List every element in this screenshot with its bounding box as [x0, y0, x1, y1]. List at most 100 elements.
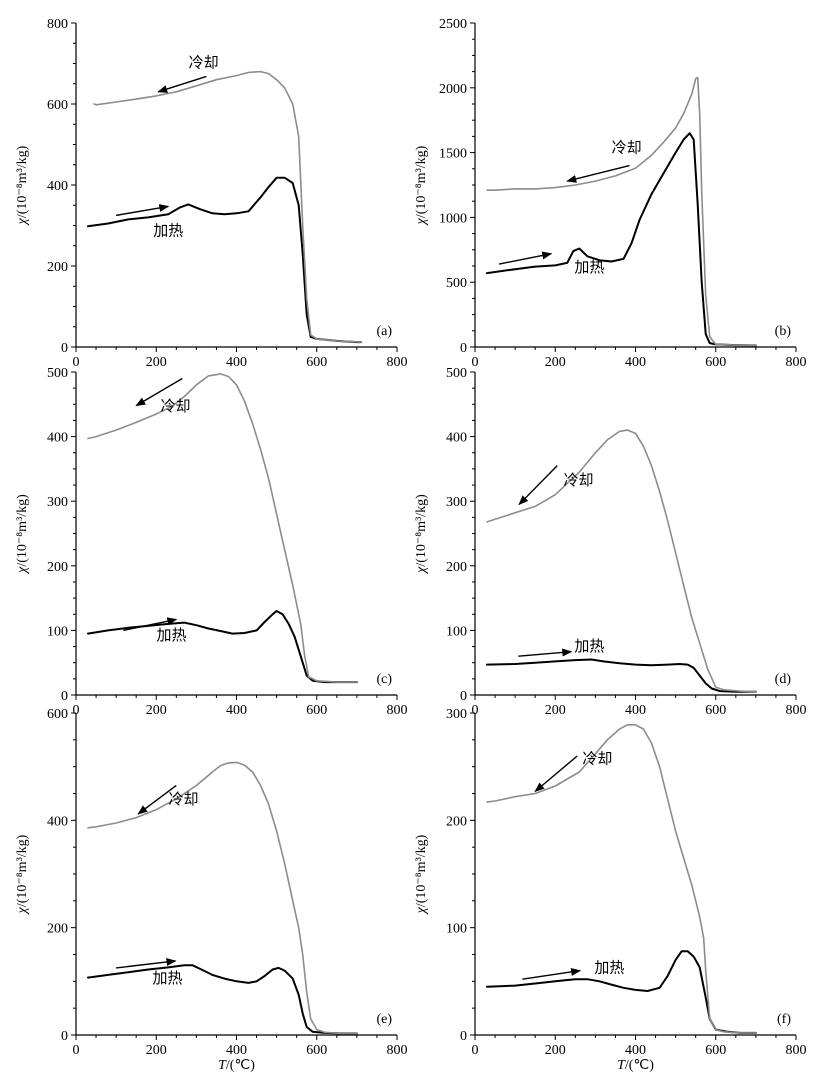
y-tick-label: 200 — [446, 560, 467, 575]
y-axis-title-1: χ/(10⁻⁸m³/kg) — [414, 145, 429, 226]
x-tick-label: 200 — [146, 703, 167, 718]
x-axis-title-5: T/(℃) — [617, 1058, 654, 1073]
x-axis-title-4: T/(℃) — [218, 1058, 255, 1073]
y-tick-label: 0 — [61, 341, 68, 356]
cooling-curve — [87, 373, 358, 683]
y-tick-label: 500 — [446, 366, 467, 381]
y-tick-label: 600 — [47, 98, 68, 113]
heating-label: 加热 — [156, 626, 186, 644]
x-tick-label: 0 — [73, 355, 80, 370]
heating-curve — [486, 658, 757, 693]
y-axis-title-chi: χ — [414, 217, 429, 226]
x-axis-title-unit: /(℃) — [226, 1058, 255, 1073]
y-tick-label: 200 — [47, 260, 68, 275]
x-tick-label: 0 — [472, 703, 479, 718]
cooling-label: 冷却 — [169, 790, 199, 808]
x-tick-label: 400 — [625, 1043, 646, 1058]
x-tick-label: 600 — [705, 1043, 726, 1058]
y-axis-title-3: χ/(10⁻⁸m³/kg) — [414, 494, 429, 575]
y-tick-label: 2500 — [439, 17, 467, 32]
y-axis-title-0: χ/(10⁻⁸m³/kg) — [15, 145, 30, 226]
panel-label: (c) — [376, 672, 392, 687]
y-tick-label: 500 — [446, 276, 467, 291]
arrow-right-icon — [498, 251, 553, 265]
arrow-right-icon — [116, 204, 170, 217]
x-axis-title-var: T — [617, 1058, 626, 1073]
y-tick-label: 800 — [47, 17, 68, 32]
y-tick-label: 300 — [446, 495, 467, 510]
x-tick-label: 800 — [387, 355, 408, 370]
heating-curve — [87, 610, 358, 684]
x-tick-label: 0 — [472, 355, 479, 370]
x-tick-label: 200 — [545, 1043, 566, 1058]
panel-label: (a) — [376, 324, 392, 339]
cooling-curve — [486, 723, 757, 1034]
y-tick-label: 200 — [47, 922, 68, 937]
cooling-label: 冷却 — [582, 749, 612, 767]
y-tick-label: 0 — [460, 341, 467, 356]
panel-label: (e) — [376, 1012, 392, 1027]
y-tick-label: 400 — [47, 431, 68, 446]
y-axis-title-chi: χ — [15, 566, 30, 575]
cooling-curve — [486, 76, 757, 347]
y-tick-label: 300 — [47, 495, 68, 510]
heating-label: 加热 — [574, 637, 604, 655]
cooling-curve — [486, 429, 757, 693]
y-axis-title-4: χ/(10⁻⁸m³/kg) — [15, 834, 30, 915]
y-tick-label: 0 — [460, 689, 467, 704]
y-tick-label: 2000 — [439, 82, 467, 97]
y-axis-title-unit: /(10⁻⁸m³/kg) — [15, 834, 30, 907]
x-tick-label: 200 — [545, 355, 566, 370]
arrow-left-icon — [157, 75, 207, 93]
x-tick-label: 800 — [387, 703, 408, 718]
y-tick-label: 0 — [460, 1029, 467, 1044]
y-axis-title-2: χ/(10⁻⁸m³/kg) — [15, 494, 30, 575]
x-tick-label: 400 — [226, 1043, 247, 1058]
y-tick-label: 100 — [446, 624, 467, 639]
x-tick-label: 0 — [73, 1043, 80, 1058]
y-tick-label: 1500 — [439, 147, 467, 162]
x-tick-label: 800 — [786, 1043, 807, 1058]
y-axis-title-unit: /(10⁻⁸m³/kg) — [414, 834, 429, 907]
y-tick-label: 300 — [446, 707, 467, 722]
cooling-curve — [93, 70, 362, 343]
x-tick-label: 600 — [306, 355, 327, 370]
cooling-label: 冷却 — [612, 139, 642, 157]
arrow-right-icon — [522, 967, 582, 980]
y-axis-title-chi: χ — [15, 906, 30, 915]
heating-label: 加热 — [574, 258, 604, 276]
x-tick-label: 400 — [226, 355, 247, 370]
x-tick-label: 800 — [786, 703, 807, 718]
y-axis-title-unit: /(10⁻⁸m³/kg) — [15, 145, 30, 218]
y-tick-label: 100 — [446, 922, 467, 937]
y-axis-title-unit: /(10⁻⁸m³/kg) — [414, 145, 429, 218]
x-tick-label: 600 — [705, 703, 726, 718]
y-tick-label: 500 — [47, 366, 68, 381]
x-tick-label: 400 — [625, 355, 646, 370]
heating-label: 加热 — [594, 959, 624, 977]
heating-curve — [87, 176, 362, 344]
x-tick-label: 400 — [226, 703, 247, 718]
cooling-label: 冷却 — [161, 397, 191, 415]
y-tick-label: 400 — [47, 814, 68, 829]
arrow-right-icon — [123, 617, 178, 632]
y-tick-label: 0 — [61, 689, 68, 704]
arrow-left-icon — [518, 465, 558, 506]
y-tick-label: 400 — [47, 179, 68, 194]
y-axis-title-unit: /(10⁻⁸m³/kg) — [414, 494, 429, 567]
panel-label: (d) — [775, 672, 792, 687]
x-tick-label: 200 — [146, 355, 167, 370]
y-tick-label: 1000 — [439, 211, 467, 226]
x-tick-label: 800 — [387, 1043, 408, 1058]
x-tick-label: 0 — [73, 703, 80, 718]
cooling-curve — [87, 761, 358, 1035]
cooling-label: 冷却 — [189, 54, 219, 72]
y-tick-label: 400 — [446, 431, 467, 446]
y-axis-title-unit: /(10⁻⁸m³/kg) — [15, 494, 30, 567]
arrow-left-icon — [137, 784, 177, 815]
x-tick-label: 600 — [705, 355, 726, 370]
